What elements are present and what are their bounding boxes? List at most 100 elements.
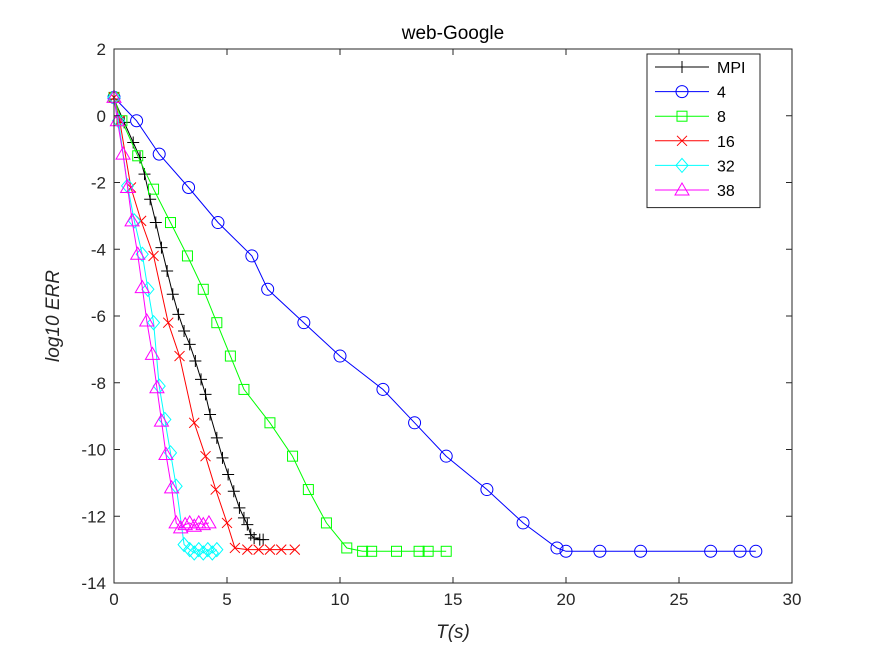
data-point-8 [440,545,452,557]
data-point-4 [261,282,275,296]
legend-label: 32 [717,158,735,175]
data-point-32 [187,545,201,561]
data-point-MPI [183,338,196,351]
series-line-8 [113,97,447,552]
data-point-MPI [166,288,179,301]
y-tick-label: 2 [97,40,106,59]
x-axis: 0 5 10 15 20 25 30 [109,49,801,609]
data-point-8 [357,545,369,557]
data-point-16 [174,350,185,362]
series-line-38 [113,97,210,529]
data-point-4 [593,544,607,558]
data-point-38 [163,479,180,494]
legend-item-4: 4 [655,85,726,102]
legend-item-32: 32 [655,157,735,175]
series-line-4 [113,97,756,552]
data-point-MPI [237,511,250,524]
data-point-38 [138,313,155,327]
data-point-MPI [227,485,240,498]
series-4 [107,90,763,558]
chart-title: web-Google [401,23,504,44]
data-point-38 [201,514,217,529]
legend-box [646,53,761,209]
legend-item-38: 38 [655,182,735,200]
data-point-MPI [257,533,270,546]
y-tick-label: -2 [91,174,106,193]
data-point-4 [376,382,390,396]
series-line-32 [113,97,218,554]
data-point-38 [149,379,165,394]
data-point-MPI [149,216,162,229]
x-tick-label: 5 [222,590,231,609]
data-point-4 [297,316,311,330]
data-point-8 [165,217,176,229]
legend-marker [676,110,688,122]
data-point-38 [144,346,161,360]
y-tick-label: -14 [81,574,106,593]
data-point-32 [205,545,219,561]
data-point-16 [275,544,287,555]
legend-item-8: 8 [655,109,726,126]
x-tick-label: 20 [557,590,576,609]
data-point-4 [704,544,718,558]
data-point-8 [341,542,353,554]
data-point-38 [172,519,189,534]
legend-label: 4 [717,85,726,102]
data-point-8 [320,517,332,529]
data-point-8 [366,545,378,557]
data-point-16 [210,484,222,495]
data-point-4 [152,147,166,161]
y-axis-label: log10 ERR [43,270,64,362]
data-point-38 [115,146,131,160]
data-point-MPI [216,451,229,464]
data-point-4 [130,114,144,128]
data-point-MPI [178,325,191,338]
data-point-4 [559,544,573,558]
y-tick-label: -4 [91,240,106,259]
data-point-4 [749,544,763,558]
legend-label: 38 [717,183,735,200]
data-point-32 [196,545,210,561]
legend-marker [674,182,690,196]
x-tick-label: 30 [783,590,802,609]
data-point-38 [129,246,146,260]
data-point-8 [264,417,276,429]
data-point-32 [177,536,191,553]
data-point-16 [148,250,159,262]
data-point-38 [177,516,194,531]
data-point-38 [186,518,203,532]
data-point-4 [333,349,347,363]
data-point-4 [480,483,494,497]
data-point-8 [302,484,314,496]
data-point-16 [289,544,301,555]
data-point-38 [190,514,207,529]
data-point-8 [211,317,223,329]
series-layer [106,89,763,561]
data-point-4 [245,249,259,263]
data-point-38 [124,212,140,227]
series-line-MPI [113,98,264,541]
legend-marker [675,85,689,99]
legend-marker [676,135,688,147]
y-tick-label: -8 [91,374,106,393]
data-point-MPI [172,308,185,321]
data-point-8 [287,450,299,462]
data-point-8 [413,545,425,557]
data-point-MPI [241,518,254,531]
data-point-8 [132,150,144,162]
legend-label: MPI [717,60,745,77]
legend-marker [676,61,688,73]
data-point-32 [135,246,149,263]
data-point-8 [181,250,193,262]
data-point-MPI [155,241,168,254]
data-point-8 [224,350,236,362]
y-tick-label: -10 [81,441,106,460]
data-point-16 [241,544,253,555]
data-point-8 [391,545,402,557]
data-point-16 [162,317,174,329]
data-point-32 [210,541,224,558]
x-axis-label: T(s) [436,622,470,643]
legend-item-16: 16 [655,134,735,151]
legend-marker [675,157,689,174]
